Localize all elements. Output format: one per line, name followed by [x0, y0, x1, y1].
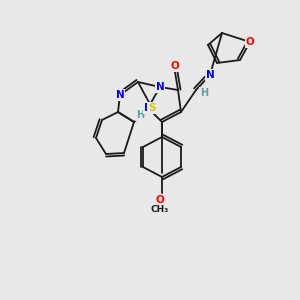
Text: H: H — [200, 88, 208, 98]
Text: CH₃: CH₃ — [151, 206, 169, 214]
Text: O: O — [246, 37, 254, 47]
Text: N: N — [206, 70, 214, 80]
Text: O: O — [171, 61, 179, 71]
Text: H: H — [136, 110, 144, 120]
Text: S: S — [148, 103, 156, 113]
Text: N: N — [144, 103, 152, 113]
Text: N: N — [116, 90, 124, 100]
Text: O: O — [156, 195, 164, 205]
Text: N: N — [156, 82, 164, 92]
